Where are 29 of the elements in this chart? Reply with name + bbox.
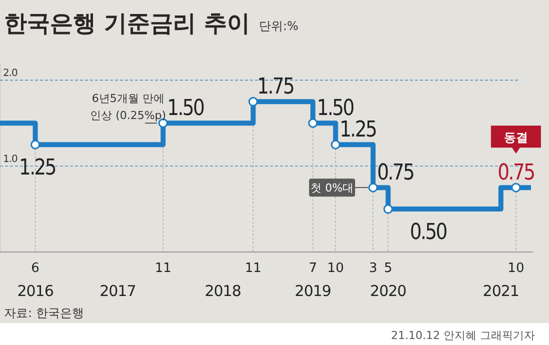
data-label: 0.75: [498, 159, 535, 185]
x2-tick-label: 2019: [294, 282, 331, 300]
x-tick-label: 3: [368, 261, 378, 276]
text: 자료: 한국은행: [4, 306, 84, 320]
data-label: 1.25: [19, 154, 56, 180]
annotation: 동결: [504, 130, 528, 145]
x-tick-label: 11: [244, 261, 262, 276]
x-tick-label: 10: [508, 261, 524, 276]
x-tick-label: 6: [31, 261, 40, 276]
annotation: 첫 0%대: [310, 182, 354, 195]
x2-tick-label: 2016: [17, 282, 54, 300]
x2-tick-label: 2021: [482, 282, 519, 300]
x2-tick-label: 2017: [100, 282, 136, 300]
data-label: 1.50: [167, 94, 204, 121]
text: 21.10.12 안지혜 그래픽기자: [391, 329, 535, 342]
chart-subtitle: 단위:%: [259, 19, 298, 33]
y-tick-label: 2.0: [3, 68, 18, 80]
x-tick-label: 10: [327, 261, 344, 276]
annotation: 6년5개월 만에 인상 (0.25%p): [90, 92, 166, 122]
chart-title: 한국은행 기준금리 추이: [4, 11, 250, 37]
y-tick-label: 1.0: [3, 154, 18, 166]
data-label: 0.75: [377, 159, 414, 185]
data-label: 1.75: [257, 73, 294, 100]
x-tick-label: 5: [384, 261, 392, 276]
data-label: 0.50: [410, 218, 447, 244]
x-tick-label: 11: [154, 261, 172, 276]
x2-tick-label: 2018: [204, 282, 241, 300]
x-tick-label: 7: [308, 261, 318, 276]
x2-tick-label: 2020: [370, 282, 406, 300]
